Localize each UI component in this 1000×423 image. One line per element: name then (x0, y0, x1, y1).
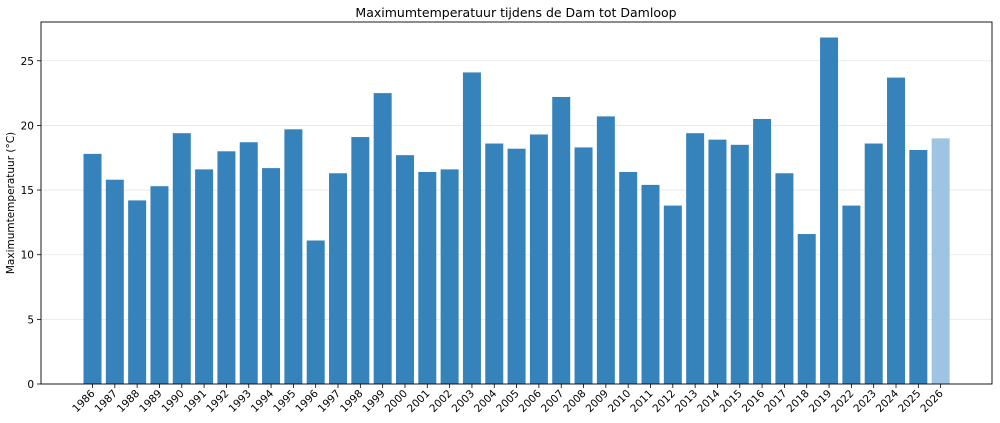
bar-2000 (395, 155, 414, 384)
bar-1987 (105, 179, 124, 384)
bar-1998 (351, 137, 370, 384)
bar-2026 (931, 138, 950, 384)
bar-2024 (887, 77, 906, 384)
x-tick-label: 2009 (584, 388, 611, 415)
x-tick-label: 1993 (226, 388, 253, 415)
x-tick-label: 2017 (762, 388, 789, 415)
y-ticks: 0 5 10 15 20 25 (21, 56, 41, 391)
x-tick-label: 2019 (807, 388, 834, 415)
x-tick-label: 2015 (718, 388, 745, 415)
x-tick-label: 1994 (249, 387, 277, 415)
x-tick-label: 2008 (561, 388, 588, 415)
bar-2019 (820, 37, 839, 385)
x-tick-label: 1987 (93, 388, 120, 415)
x-ticks: 1986198719881989199019911992199319941995… (70, 384, 946, 415)
chart-title: Maximumtemperatuur tijdens de Dam tot Da… (355, 5, 676, 20)
y-tick-label: 0 (27, 379, 34, 391)
x-tick-label: 1997 (316, 388, 343, 415)
bar-2011 (641, 184, 660, 384)
x-tick-label: 2024 (874, 387, 902, 415)
y-tick-label: 10 (21, 250, 34, 262)
bar-2014 (708, 139, 727, 384)
bar-2022 (842, 205, 861, 384)
bar-1992 (217, 151, 236, 384)
x-tick-label: 1986 (70, 387, 98, 415)
x-tick-label: 2011 (628, 388, 655, 415)
bar-2007 (552, 96, 571, 384)
bar-1995 (284, 129, 303, 384)
bar-2002 (440, 169, 459, 384)
x-tick-label: 1990 (160, 388, 187, 415)
x-tick-label: 1989 (137, 388, 164, 415)
x-tick-label: 2010 (606, 388, 633, 415)
x-tick-label: 2000 (383, 388, 410, 415)
bar-1999 (373, 93, 392, 384)
bar-2017 (775, 173, 794, 384)
bars (83, 37, 950, 385)
x-tick-label: 2025 (896, 388, 923, 415)
bar-1996 (306, 240, 325, 384)
y-tick-label: 5 (27, 314, 34, 326)
x-tick-label: 2014 (695, 387, 723, 415)
bar-2009 (596, 116, 615, 384)
y-tick-label: 20 (21, 120, 34, 132)
bar-1991 (195, 169, 214, 384)
y-tick-label: 15 (21, 185, 34, 197)
bar-1989 (150, 186, 169, 384)
x-tick-label: 2018 (784, 388, 811, 415)
x-tick-label: 2007 (539, 388, 566, 415)
y-tick-label: 25 (21, 56, 34, 68)
bar-2023 (864, 143, 883, 384)
x-tick-label: 2004 (472, 387, 500, 415)
x-tick-label: 1992 (204, 388, 231, 415)
bar-2012 (663, 205, 682, 384)
bar-2001 (418, 171, 437, 384)
x-tick-label: 1996 (293, 387, 321, 415)
bar-2025 (909, 149, 928, 384)
x-tick-label: 2026 (918, 387, 946, 415)
y-axis-label: Maximumtemperatuur (°C) (5, 132, 17, 274)
x-tick-label: 1999 (360, 388, 387, 415)
bar-2016 (753, 118, 772, 384)
bar-2004 (485, 143, 504, 384)
bar-1994 (262, 168, 281, 384)
x-tick-label: 2013 (673, 388, 700, 415)
x-tick-label: 2006 (517, 387, 545, 415)
bar-1997 (329, 173, 348, 384)
x-tick-label: 2003 (450, 388, 477, 415)
bar-2005 (507, 148, 526, 384)
bar-1993 (239, 142, 258, 384)
x-tick-label: 2016 (740, 387, 768, 415)
x-tick-label: 2012 (651, 388, 678, 415)
bar-2003 (462, 72, 481, 385)
bar-2013 (686, 133, 705, 384)
x-tick-label: 2002 (427, 388, 454, 415)
bar-2015 (730, 144, 749, 384)
x-tick-label: 1995 (271, 388, 298, 415)
x-tick-label: 1991 (182, 388, 209, 415)
x-tick-label: 2022 (829, 388, 856, 415)
bar-1988 (128, 200, 147, 384)
bar-1986 (83, 153, 102, 384)
bar-1990 (172, 133, 191, 384)
x-tick-label: 2023 (851, 388, 878, 415)
x-tick-label: 1988 (115, 388, 142, 415)
x-tick-label: 2001 (405, 388, 432, 415)
bar-2008 (574, 147, 593, 384)
bar-2018 (797, 234, 816, 384)
bar-2006 (529, 134, 548, 384)
x-tick-label: 1998 (338, 388, 365, 415)
x-tick-label: 2005 (494, 388, 521, 415)
bar-2010 (619, 171, 638, 384)
